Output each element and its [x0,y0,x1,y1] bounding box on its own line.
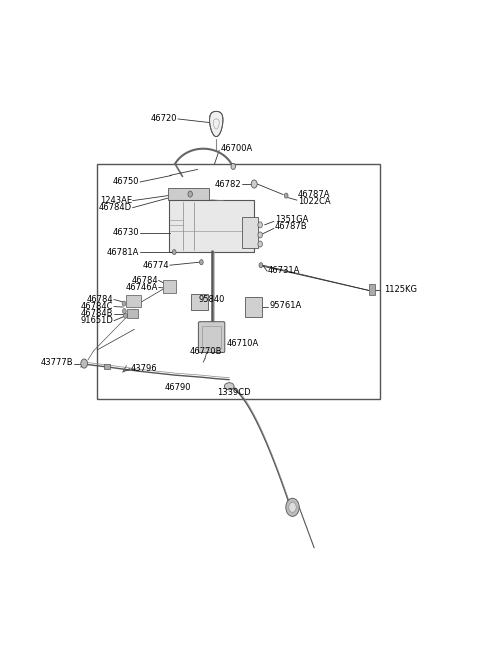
FancyBboxPatch shape [168,188,209,200]
Text: 46746A: 46746A [125,283,158,292]
Text: 91651D: 91651D [80,316,113,325]
Text: 46770B: 46770B [190,347,222,356]
Bar [97,164,380,399]
Circle shape [258,241,263,247]
FancyBboxPatch shape [198,322,225,352]
Circle shape [251,180,257,188]
FancyBboxPatch shape [126,295,141,307]
Text: 95840: 95840 [198,295,225,304]
Circle shape [284,193,288,198]
Circle shape [258,232,263,238]
FancyBboxPatch shape [169,200,254,252]
Text: 46790: 46790 [164,383,191,392]
Circle shape [259,263,263,268]
Text: 46784: 46784 [86,295,113,304]
Text: 46781A: 46781A [107,248,139,257]
Circle shape [200,259,203,265]
Circle shape [188,191,192,197]
Text: 46750: 46750 [113,178,139,187]
Text: 1125KG: 1125KG [384,286,418,295]
Text: 1243AE: 1243AE [100,196,132,205]
Text: 46730: 46730 [113,229,139,237]
Text: 43796: 43796 [131,364,157,373]
Text: 46710A: 46710A [226,339,259,348]
Circle shape [122,309,126,314]
FancyBboxPatch shape [242,217,258,248]
FancyBboxPatch shape [104,364,110,369]
Text: 46700A: 46700A [221,143,253,153]
FancyBboxPatch shape [192,294,208,310]
Circle shape [172,250,176,255]
Text: 1022CA: 1022CA [298,197,331,206]
Text: 43777B: 43777B [41,358,73,367]
Text: 1339CD: 1339CD [217,388,251,398]
Circle shape [289,502,296,512]
Circle shape [81,359,87,368]
Text: 46774: 46774 [143,261,169,270]
Circle shape [124,313,127,318]
Text: 46720: 46720 [151,115,177,123]
Text: 46731A: 46731A [267,266,300,274]
Polygon shape [210,111,223,137]
Text: 1351GA: 1351GA [275,215,308,224]
Text: 46784: 46784 [131,276,158,285]
Text: 46784C: 46784C [81,302,113,311]
Ellipse shape [225,383,234,390]
Text: 46787B: 46787B [275,223,307,231]
FancyBboxPatch shape [369,284,375,295]
FancyBboxPatch shape [163,280,176,293]
Circle shape [258,222,263,228]
FancyBboxPatch shape [127,309,138,318]
Text: 46782: 46782 [215,179,241,189]
Text: 46784B: 46784B [81,309,113,318]
Circle shape [122,301,126,306]
Text: 46787A: 46787A [298,190,331,199]
Text: 95761A: 95761A [269,301,301,310]
Text: 46784D: 46784D [99,203,132,212]
Circle shape [231,163,236,170]
Circle shape [286,498,299,516]
FancyBboxPatch shape [245,297,262,316]
